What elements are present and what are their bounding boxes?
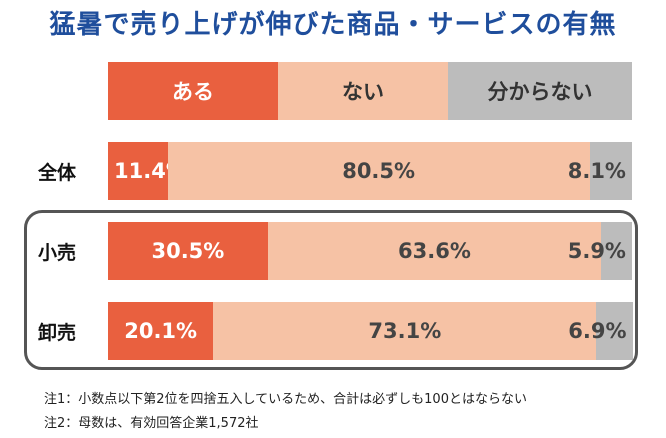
- data-label: 8.1%: [568, 159, 626, 183]
- legend-unknown: 分からない: [448, 62, 632, 120]
- note-1: 注1：小数点以下第2位を四捨五入しているため、合計は必ずしも100とはならない: [44, 388, 527, 407]
- bar-segment-yes: 11.4%: [108, 142, 168, 200]
- legend-no: ない: [278, 62, 448, 120]
- chart-title: 猛暑で売り上げが伸びた商品・サービスの有無: [0, 4, 666, 41]
- note-2: 注2：母数は、有効回答企業1,572社: [44, 412, 259, 431]
- bar-segment-unknown: 8.1%: [590, 142, 632, 200]
- data-label: 80.5%: [342, 159, 415, 183]
- highlight-frame: [24, 210, 638, 370]
- legend-yes: ある: [108, 62, 278, 120]
- row-label: 全体: [38, 142, 98, 200]
- bar-segment-no: 80.5%: [168, 142, 590, 200]
